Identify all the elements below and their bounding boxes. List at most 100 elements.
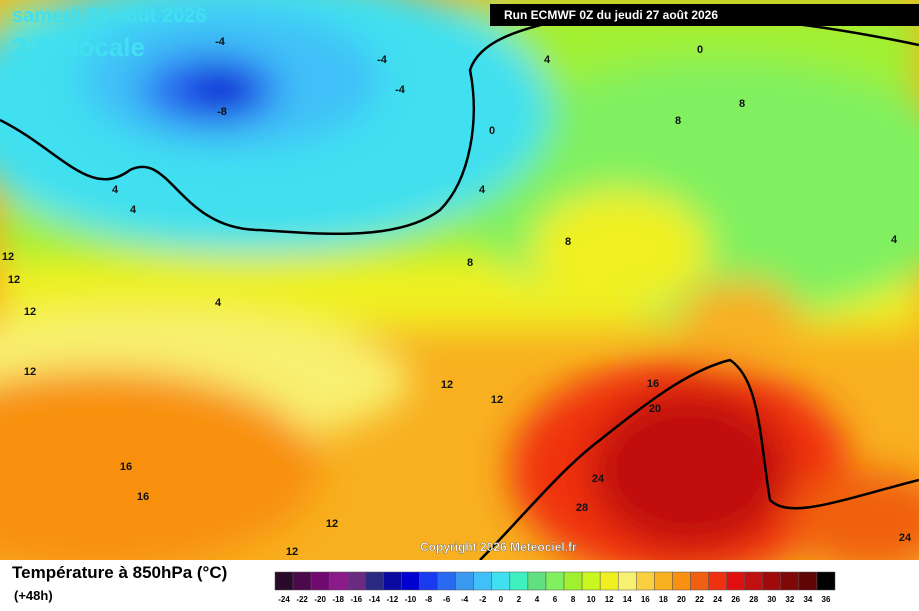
contour-label: 12 [326, 518, 338, 530]
contour-label: 4 [112, 184, 119, 196]
contour-label: 12 [8, 274, 20, 286]
colorbar-tick: -12 [387, 595, 399, 604]
contour-label: -4 [377, 54, 388, 66]
contour-label: -4 [395, 84, 406, 96]
colorbar-tick: 0 [499, 595, 504, 604]
color-swatch [726, 571, 745, 591]
colorbar-tick: 8 [571, 595, 576, 604]
contour-label: 0 [697, 44, 703, 56]
colorbar-tick: -10 [405, 595, 417, 604]
colorbar-tick: 30 [767, 595, 776, 604]
color-swatch [798, 571, 818, 591]
contour-labels: -4-4-4-800444444888812121212121212121616… [2, 36, 912, 558]
colorbar-tick: 20 [677, 595, 686, 604]
colorbar-tick: 34 [803, 595, 812, 604]
colorbar-tick: -6 [443, 595, 451, 604]
colorbar-tick: 32 [785, 595, 794, 604]
color-swatch [292, 571, 312, 591]
colorbar-tick: -14 [369, 595, 381, 604]
color-swatch [419, 571, 438, 591]
color-swatch [310, 571, 330, 591]
color-swatch [509, 571, 529, 591]
color-swatch [491, 571, 511, 591]
contour-line [479, 358, 919, 560]
copyright: Copyright 2026 Meteociel.fr [420, 540, 577, 554]
colorbar-tick: -18 [332, 595, 344, 604]
contour-label: 16 [120, 461, 132, 473]
color-swatch [365, 571, 384, 591]
colorbar-tick: 24 [713, 595, 722, 604]
colorbar-tick: -20 [314, 595, 326, 604]
colorbar-tick: -24 [278, 595, 290, 604]
colorbar-tick: 4 [535, 595, 540, 604]
colorbar-tick: -22 [296, 595, 308, 604]
colorbar-tick: 26 [731, 595, 740, 604]
contour-label: 0 [489, 125, 495, 137]
color-swatch [617, 571, 637, 591]
color-swatch [708, 571, 727, 591]
color-swatch [744, 571, 763, 591]
colorbar-tick: -8 [425, 595, 433, 604]
color-swatch [274, 571, 294, 591]
color-swatch [527, 571, 547, 591]
colorbar-tick: 18 [659, 595, 668, 604]
colorbar-tick: 12 [605, 595, 614, 604]
color-swatch [762, 571, 782, 591]
legend-lead: (+48h) [14, 588, 53, 603]
run-banner [490, 4, 919, 26]
contour-label: 4 [130, 204, 137, 216]
contour-label: 8 [467, 257, 473, 269]
contour-label: 12 [2, 251, 14, 263]
color-swatch [654, 571, 673, 591]
colorbar-tick: 14 [623, 595, 632, 604]
colorbar: -24 -22 -20 -18 -16 -14 -12 -10 -8 -6 -4 -2 0 2 4 6 8 10 1… [274, 571, 836, 604]
color-swatch [401, 571, 420, 591]
contour-label: 12 [24, 306, 36, 318]
color-swatch [473, 571, 493, 591]
contour-label: 8 [739, 98, 745, 110]
map-time: 2:00 locale [12, 32, 145, 62]
contour-line [0, 18, 561, 236]
legend-title: Température à 850hPa (°C) [12, 563, 227, 582]
map-title: samedi 29 août 2026 [12, 5, 207, 27]
map: Run ECMWF 0Z du jeudi 27 août 2026 samed… [0, 0, 919, 560]
contour-label: 4 [544, 54, 551, 66]
color-swatch [383, 571, 402, 591]
colorbar-tick: 2 [517, 595, 522, 604]
contour-label: 12 [24, 366, 36, 378]
color-swatch [672, 571, 691, 591]
contour-label: 28 [576, 502, 588, 514]
colorbar-tick: -16 [351, 595, 363, 604]
contour-label: 20 [649, 403, 661, 415]
contour-label: 12 [491, 394, 503, 406]
colorbar-tick: 36 [822, 595, 831, 604]
colorbar-tick: 6 [553, 595, 558, 604]
contour-label: 12 [441, 379, 453, 391]
color-swatch [816, 571, 836, 591]
color-swatch [437, 571, 456, 591]
contour-label: -8 [217, 106, 227, 118]
color-swatch [780, 571, 800, 591]
color-swatch [690, 571, 709, 591]
colorbar-tick: 28 [749, 595, 758, 604]
contour-label: 24 [899, 532, 912, 544]
contour-label: 4 [215, 297, 222, 309]
contour-label: 12 [286, 546, 298, 558]
colorbar-tick: 22 [695, 595, 704, 604]
color-swatch [328, 571, 348, 591]
contour-label: 16 [647, 378, 659, 390]
colorbar-tick: -2 [479, 595, 487, 604]
color-swatch [455, 571, 474, 591]
color-swatch [599, 571, 619, 591]
color-swatch [545, 571, 565, 591]
run-info: Run ECMWF 0Z du jeudi 27 août 2026 [504, 8, 718, 22]
color-swatch [563, 571, 583, 591]
contour-label: 4 [479, 184, 486, 196]
color-swatch [347, 571, 366, 591]
color-swatch [636, 571, 655, 591]
contour-label: -4 [215, 36, 226, 48]
contour-label: 4 [891, 234, 898, 246]
colorbar-tick: -4 [461, 595, 469, 604]
contour-label: 8 [675, 115, 681, 127]
